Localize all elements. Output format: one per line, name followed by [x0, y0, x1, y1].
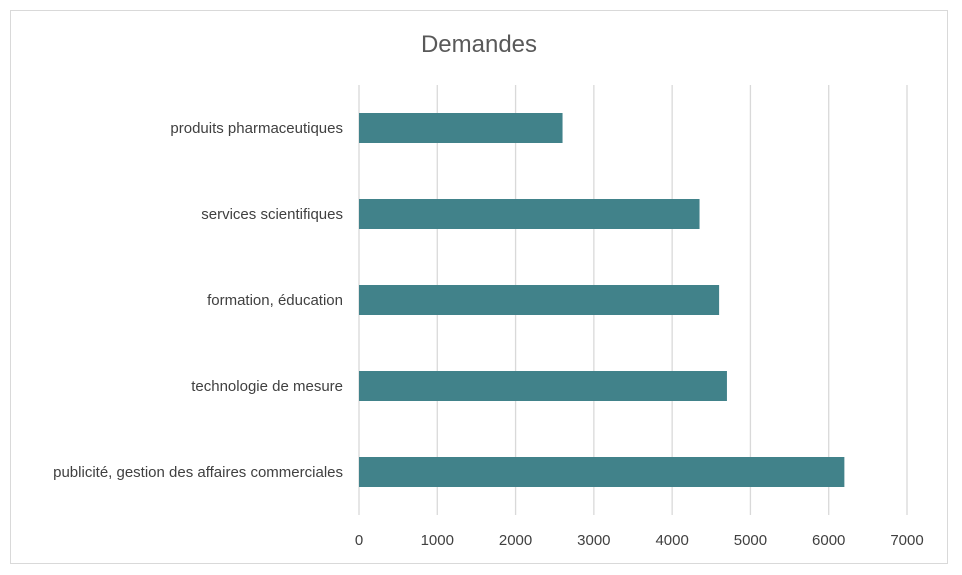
- x-tick-label: 4000: [655, 532, 688, 549]
- x-tick-label: 6000: [812, 532, 845, 549]
- bar-1: [359, 199, 700, 229]
- bar-2: [359, 285, 719, 315]
- category-label: produits pharmaceutiques: [170, 120, 343, 137]
- x-tick-label: 2000: [499, 532, 532, 549]
- chart-title: Demandes: [421, 31, 537, 58]
- category-label: formation, éducation: [207, 292, 343, 309]
- x-tick-label: 7000: [890, 532, 923, 549]
- bar-0: [359, 113, 563, 143]
- x-tick-label: 5000: [734, 532, 767, 549]
- x-tick-label: 1000: [421, 532, 454, 549]
- x-tick-label: 0: [355, 532, 363, 549]
- bar-3: [359, 371, 727, 401]
- category-labels: produits pharmaceutiques services scienti…: [53, 120, 343, 481]
- category-label: publicité, gestion des affaires commerci…: [53, 464, 343, 481]
- category-label: technologie de mesure: [191, 378, 343, 395]
- bar-4: [359, 457, 844, 487]
- category-label: services scientifiques: [201, 206, 343, 223]
- x-tick-label: 3000: [577, 532, 610, 549]
- x-axis-tick-labels: 0 1000 2000 3000 4000 5000 6000 7000: [355, 532, 924, 549]
- bars: [359, 113, 844, 487]
